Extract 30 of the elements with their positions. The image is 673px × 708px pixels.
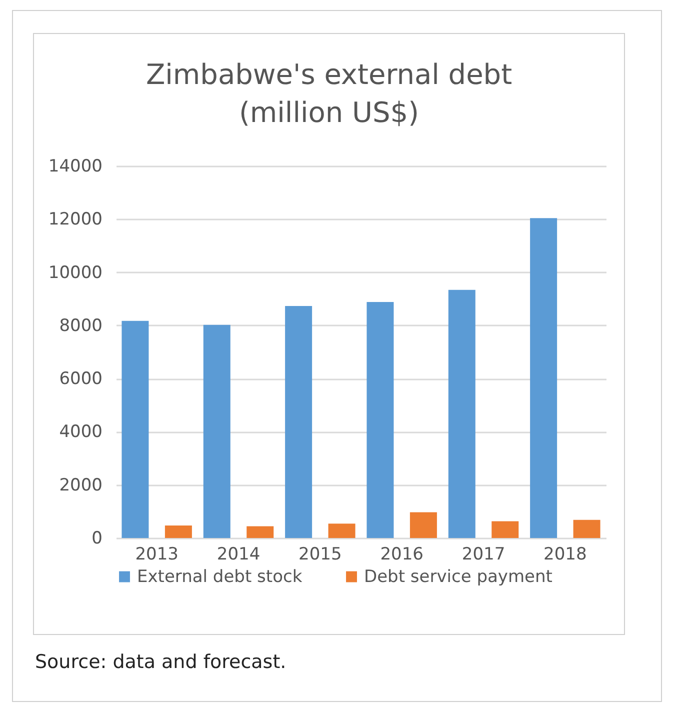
x-tick-label: 2016 (380, 544, 424, 564)
y-tick-label: 10000 (48, 262, 102, 283)
x-tick-label: 2015 (298, 544, 342, 564)
bar (410, 512, 437, 538)
bar (530, 218, 558, 538)
y-tick-label: 6000 (59, 369, 102, 390)
y-tick-label: 0 (92, 528, 102, 548)
legend-label: Debt service payment (364, 566, 553, 587)
bar (285, 306, 312, 538)
bar (366, 302, 394, 538)
source-note: Source: data and forecast. (35, 651, 286, 673)
y-tick-label: 12000 (48, 210, 102, 230)
bar (573, 520, 600, 538)
x-tick-label: 2013 (135, 544, 178, 564)
x-tick-label: 2018 (544, 544, 587, 564)
y-tick-label: 2000 (59, 475, 102, 496)
bar (246, 526, 274, 538)
x-tick-label: 2014 (216, 544, 260, 564)
bar (492, 521, 519, 538)
y-tick-label: 8000 (59, 316, 102, 336)
legend-label: External debt stock (137, 566, 302, 587)
bar (122, 320, 149, 538)
x-tick-label: 2017 (462, 544, 506, 564)
chart-title: Zimbabwe's external debt (million US$) (144, 57, 514, 131)
y-tick-label: 4000 (59, 422, 102, 442)
bar (328, 524, 356, 538)
bar (203, 324, 230, 538)
y-tick-label: 14000 (48, 156, 102, 176)
bar (164, 526, 192, 538)
bar (448, 290, 476, 538)
